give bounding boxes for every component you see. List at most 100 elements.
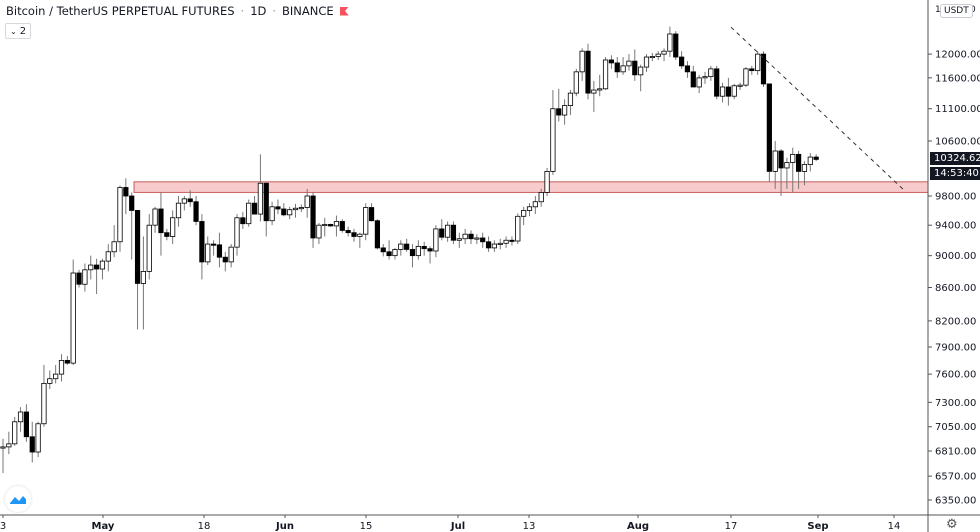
symbol-legend[interactable]: Bitcoin / TetherUS PERPETUAL FUTURES · 1… [6,4,349,18]
candle-body [415,245,421,257]
candle-body [614,62,620,73]
candle-body [123,187,129,197]
candle-body [404,243,410,250]
x-tick-label: 17 [725,521,738,532]
candle-body [351,232,357,237]
interval-label: 1D [250,4,267,18]
candle-body [117,187,123,243]
candle-body [796,153,802,172]
tradingview-logo-button[interactable] [5,486,31,512]
candle-body [526,206,533,211]
candle-body [58,360,65,375]
candle-body [778,150,784,169]
candle-body [731,85,737,97]
candle-body [298,207,304,210]
candle-body [673,33,679,58]
candle-body [47,378,53,384]
trendline[interactable] [730,26,906,192]
zone-rect[interactable] [133,181,929,193]
y-tick-label: 9800.00 [935,191,976,202]
candle-body [70,272,76,364]
y-tick-label: 11600.00 [935,73,980,84]
candle-body [164,232,170,237]
y-tick-label: 10600.00 [935,137,980,148]
candle-body [105,251,111,262]
candle-body [187,198,193,203]
flag-icon[interactable] [339,6,349,16]
candle-body [655,53,661,57]
time-axis[interactable]: 3 May 18 Jun 15 Jul 13 Aug 17 Sep 14 [0,515,900,532]
candle-body [743,68,749,86]
x-tick-label: 3 [0,521,6,532]
x-tick-label: Jun [275,521,294,532]
candle-body [690,71,696,88]
support-zone[interactable] [133,181,929,193]
candle-body [310,195,316,239]
candle-body [409,249,416,257]
x-tick-label: May [92,521,115,532]
candle-body [269,206,275,222]
candle-body [82,269,88,285]
candle-body [140,270,146,284]
candle-body [567,92,574,106]
candle-body [632,60,638,76]
candle-body [158,208,164,234]
countdown-tag: 14:53:40 [930,167,980,180]
y-tick-label: 7050.00 [935,422,976,433]
currency-button[interactable]: USDT [940,4,973,18]
y-tick-label: 11100.00 [935,104,980,115]
logo-icon [10,496,26,504]
candle-body [339,221,345,231]
candle-body [667,33,673,52]
candle-body [714,68,720,97]
candle-body [64,360,70,364]
candle-body [573,71,579,94]
y-tick-label: 8200.00 [935,316,976,327]
candles [0,26,819,473]
candle-body [755,53,761,72]
candle-body [228,246,234,263]
candle-body [813,156,819,160]
candle-body [222,256,228,263]
candle-body [345,230,351,234]
y-tick-label: 6350.00 [935,495,976,506]
x-tick-label: Aug [627,521,649,532]
candle-body [210,243,217,246]
candle-body [234,217,240,248]
candle-body [772,150,778,172]
candle-body [450,224,457,241]
candle-body [737,84,743,87]
price-axis[interactable]: 12000.00 11600.00 11100.00 10600.00 9800.00 9… [928,5,980,506]
candle-body [579,50,585,73]
candle-body [439,228,445,238]
y-tick-label: 6810.00 [935,447,976,458]
exchange-label: BINANCE [282,4,334,18]
candle-body [591,89,597,94]
candle-body [585,50,591,94]
candle-body [626,60,632,67]
candle-body [503,239,509,244]
separator: · [240,4,245,18]
candle-body [532,201,538,208]
trendline-dashed[interactable] [730,26,906,192]
candle-body [456,238,462,241]
candle-body [322,224,328,227]
candle-body [649,56,655,59]
candle-body [474,237,480,240]
candle-body [12,421,18,445]
candle-body [760,53,767,85]
candle-body [175,202,182,219]
candle-body [608,59,615,64]
candle-body [292,207,299,211]
x-tick-label: Sep [807,521,828,532]
candle-body [620,65,626,73]
x-tick-label: 13 [523,521,536,532]
candle-body [94,264,100,270]
gear-icon[interactable]: ⚙ [946,517,958,532]
candle-body [562,105,568,116]
candle-body [327,224,334,227]
candle-body [41,382,47,425]
candle-body [515,215,521,242]
indicators-collapse-button[interactable]: ⌄ 2 [5,23,32,39]
